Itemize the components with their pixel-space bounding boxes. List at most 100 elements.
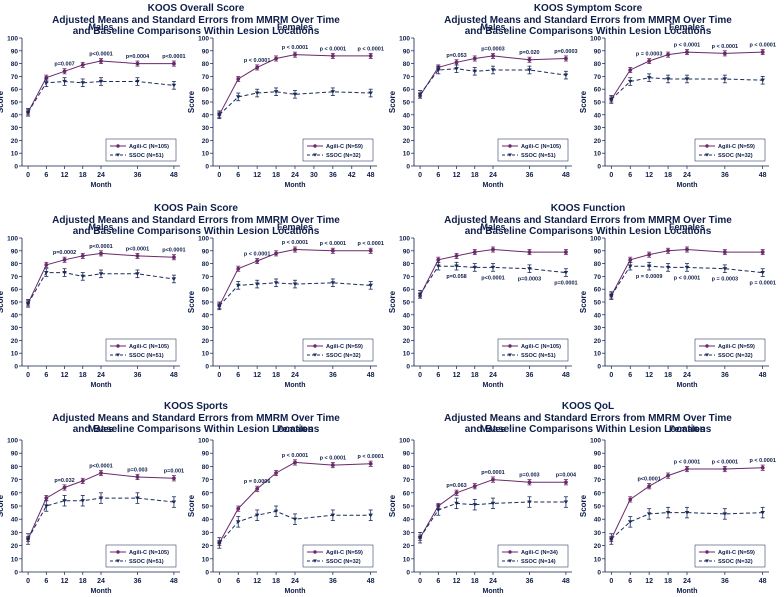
- legend-box: [105, 338, 177, 362]
- x-tick-label: 24: [97, 372, 105, 379]
- y-tick-label: 30: [11, 125, 19, 132]
- data-point-circle: [454, 254, 459, 258]
- data-point-circle: [472, 250, 477, 254]
- p-value-label: p=0.007: [54, 62, 74, 68]
- legend-box: [497, 338, 569, 362]
- legend-box: [105, 138, 177, 162]
- data-point-circle: [666, 52, 670, 57]
- y-tick-label: 0: [14, 570, 18, 577]
- y-tick-label: 50: [594, 300, 602, 307]
- data-point-circle: [685, 247, 689, 252]
- series-line-agili-c: [218, 248, 371, 307]
- x-tick-label: 6: [44, 578, 48, 585]
- p-value-label: p < 0.0001: [357, 241, 383, 247]
- data-point-circle: [491, 54, 495, 58]
- x-tick-label: 36: [329, 172, 337, 179]
- data-point-circle: [330, 463, 335, 467]
- data-point-circle: [368, 248, 373, 253]
- x-tick-label: 0: [418, 578, 422, 585]
- subplot-males: Males 0 10 20 30 40 50 60 70 80 90 100 0 6 12 18 24 36 48 M…: [0, 22, 186, 189]
- legend-label: SSOC (N=51): [129, 353, 164, 359]
- legend-label: SSOC (N=51): [129, 559, 164, 565]
- data-point-circle: [564, 480, 568, 485]
- y-tick-label: 90: [11, 451, 19, 458]
- chart-title-line1: KOOS Sports: [164, 401, 228, 412]
- data-point-circle: [472, 56, 477, 61]
- data-point-circle: [274, 471, 278, 475]
- chart-panel-overall: KOOS Overall Score Adjusted Means and St…: [0, 0, 392, 195]
- p-value-label: p=0.053: [446, 53, 466, 59]
- series-line-ssoc: [27, 80, 174, 113]
- data-point-triangle: [44, 270, 49, 275]
- data-point-triangle: [527, 267, 532, 271]
- subplot-males: Males 0 10 20 30 40 50 60 70 80 90 100 0 6 12 18 24 36 48 M…: [0, 222, 186, 389]
- chart-title-line3: and Baseline Comparisons Within Lesion L…: [464, 424, 712, 435]
- x-tick-label: 24: [291, 372, 299, 379]
- y-tick-label: 60: [594, 490, 602, 497]
- y-tick-label: 80: [594, 61, 602, 68]
- data-point-circle: [647, 252, 652, 257]
- subplot-title: Males: [480, 222, 505, 232]
- p-value-label: p = 0.0009: [636, 274, 662, 280]
- chart-title: KOOS Overall Score Adjusted Means and St…: [0, 3, 392, 38]
- y-axis-label: Score: [388, 494, 397, 517]
- chart-title: KOOS QoL Adjusted Means and Standard Err…: [392, 401, 784, 436]
- y-tick-label: 60: [202, 490, 210, 497]
- y-tick-label: 70: [403, 477, 411, 484]
- y-tick-label: 10: [403, 351, 411, 358]
- legend-box: [302, 138, 374, 162]
- data-point-triangle: [171, 83, 177, 88]
- data-point-triangle: [330, 90, 336, 94]
- data-point-circle: [236, 266, 241, 271]
- data-point-triangle: [609, 537, 614, 541]
- data-point-triangle: [292, 282, 298, 287]
- y-tick-label: 40: [202, 312, 210, 319]
- y-tick-label: 20: [202, 138, 210, 145]
- y-tick-label: 100: [399, 236, 410, 243]
- data-point-triangle: [609, 294, 614, 298]
- data-point-circle: [236, 77, 241, 81]
- x-tick-label: 0: [609, 172, 613, 179]
- data-point-circle: [647, 59, 652, 63]
- x-tick-label: 24: [97, 172, 105, 179]
- subplot-males: Males 0 10 20 30 40 50 60 70 80 90 100 0 6 12 18 24 36 48 M…: [388, 222, 578, 389]
- data-point-triangle: [684, 265, 690, 270]
- data-point-circle: [760, 50, 765, 54]
- y-tick-label: 30: [403, 125, 411, 132]
- p-value-label: p < 0.0001: [282, 240, 308, 246]
- x-tick-label: 48: [367, 372, 375, 379]
- p-value-label: p=0.0003: [518, 277, 541, 283]
- subplot-title: Males: [480, 22, 505, 32]
- y-tick-label: 20: [11, 338, 19, 345]
- x-tick-label: 48: [562, 578, 570, 585]
- y-tick-label: 50: [403, 504, 411, 511]
- x-tick-label: 0: [26, 578, 30, 585]
- x-tick-label: 12: [645, 372, 653, 379]
- legend-marker-circle: [508, 144, 512, 148]
- subplot-title: Females: [277, 22, 313, 32]
- legend-marker-triangle: [508, 559, 512, 563]
- series-line-agili-c: [27, 472, 174, 540]
- y-tick-label: 10: [594, 151, 602, 158]
- data-point-triangle: [171, 500, 177, 505]
- data-point-circle: [527, 57, 532, 62]
- legend-marker-circle: [116, 344, 120, 348]
- x-tick-label: 36: [134, 372, 142, 379]
- p-value-label: p=0.003: [127, 467, 147, 473]
- y-tick-label: 80: [202, 261, 210, 268]
- chart-panel-function: KOOS Function Adjusted Means and Standar…: [388, 200, 784, 395]
- data-point-circle: [135, 254, 140, 258]
- chart-title-line2: Adjusted Means and Standard Errors from …: [444, 412, 732, 424]
- y-tick-label: 40: [403, 112, 411, 119]
- series-line-agili-c: [27, 252, 174, 304]
- legend-marker-triangle: [313, 559, 317, 563]
- x-tick-label: 36: [526, 172, 534, 179]
- legend-label: Agili-C (N=105): [129, 344, 169, 350]
- y-tick-label: 100: [7, 438, 18, 445]
- p-value-label: p < 0.0001: [244, 251, 270, 257]
- data-point-circle: [255, 486, 260, 491]
- y-tick-label: 30: [202, 325, 210, 332]
- p-value-label: p = 0.0001: [749, 280, 775, 286]
- data-point-triangle: [665, 511, 671, 515]
- y-axis-label: Score: [187, 90, 196, 113]
